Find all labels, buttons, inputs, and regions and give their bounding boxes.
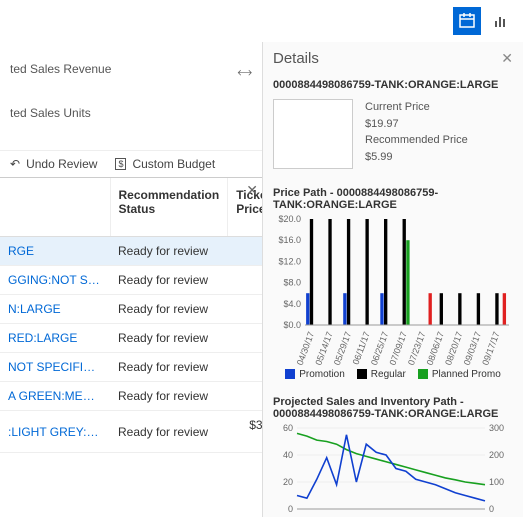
svg-text:06/25/17: 06/25/17	[369, 330, 390, 365]
undo-review-button[interactable]: ↶ Undo Review	[10, 157, 97, 171]
close-details-icon[interactable]: ✕	[501, 50, 513, 67]
svg-text:07/23/17: 07/23/17	[406, 330, 427, 365]
svg-text:09/03/17: 09/03/17	[462, 330, 483, 365]
chart-bars-icon[interactable]	[487, 7, 515, 35]
recommendations-table: Recommendation Status Ticketed Price RGE…	[0, 178, 293, 453]
svg-text:09/17/17: 09/17/17	[480, 330, 501, 365]
svg-text:60: 60	[283, 424, 293, 433]
product-image-placeholder	[273, 99, 353, 169]
custom-budget-button[interactable]: $ Custom Budget	[115, 157, 215, 171]
svg-text:05/29/17: 05/29/17	[332, 330, 353, 365]
rec-price-label: Recommended Price	[365, 132, 468, 149]
svg-text:200: 200	[489, 450, 504, 460]
status-cell: Ready for review	[110, 324, 228, 353]
price-path-legend: PromotionRegularPlanned Promo	[263, 365, 523, 388]
svg-text:100: 100	[489, 477, 504, 487]
table-row[interactable]: A GREEN:MEDIUMReady for review$21	[0, 382, 293, 411]
current-price-value: $19.97	[365, 116, 468, 133]
svg-text:20: 20	[283, 477, 293, 487]
product-cell[interactable]: NOT SPECIFIED:X LA	[0, 353, 110, 382]
budget-icon: $	[115, 158, 126, 170]
current-price-label: Current Price	[365, 99, 468, 116]
svg-text:$20.0: $20.0	[278, 215, 301, 224]
status-cell: Ready for review	[110, 353, 228, 382]
proj-title: Projected Sales and Inventory Path - 000…	[263, 388, 523, 424]
price-path-title: Price Path - 0000884498086759-TANK:ORANG…	[263, 179, 523, 215]
details-title: Details	[273, 50, 319, 67]
proj-chart: 0 20 40 60 0 100 200 300	[263, 424, 523, 517]
price-info: Current Price $19.97 Recommended Price $…	[365, 99, 468, 169]
calendar-icon[interactable]	[453, 7, 481, 35]
product-name: 0000884498086759-TANK:ORANGE:LARGE	[263, 75, 523, 99]
price-path-chart: $0.0 $4.0 $8.0 $12.0 $16.0 $20.0 04/30/1705/14…	[263, 215, 523, 365]
table-row[interactable]: N:LARGEReady for review$27	[0, 295, 293, 324]
product-cell[interactable]: :LIGHT GREY:SMAL	[0, 411, 110, 453]
status-cell: Ready for review	[110, 411, 228, 453]
svg-text:04/30/17: 04/30/17	[295, 330, 316, 365]
svg-text:$12.0: $12.0	[278, 256, 301, 266]
status-cell: Ready for review	[110, 266, 228, 295]
metric-units: ted Sales Units	[10, 96, 252, 140]
table-row[interactable]: RGEReady for review$19	[0, 237, 293, 266]
status-cell: Ready for review	[110, 382, 228, 411]
undo-review-label: Undo Review	[26, 157, 97, 171]
table-row[interactable]: NOT SPECIFIED:X LAReady for review$25	[0, 353, 293, 382]
status-cell: Ready for review	[110, 295, 228, 324]
table-row[interactable]: :LIGHT GREY:SMALReady for review$35 ⌄>	[0, 411, 293, 453]
custom-budget-label: Custom Budget	[132, 157, 215, 171]
svg-text:$16.0: $16.0	[278, 235, 301, 245]
col-product[interactable]	[0, 178, 110, 237]
svg-text:07/09/17: 07/09/17	[387, 330, 408, 365]
svg-text:05/14/17: 05/14/17	[313, 330, 334, 365]
col-status[interactable]: Recommendation Status	[110, 178, 228, 237]
metric-revenue: ted Sales Revenue	[10, 52, 252, 96]
svg-text:300: 300	[489, 424, 504, 433]
product-cell[interactable]: A GREEN:MEDIUM	[0, 382, 110, 411]
svg-text:$8.0: $8.0	[283, 278, 301, 288]
table-row[interactable]: GGING:NOT SPECIFReady for review$43	[0, 266, 293, 295]
close-icon[interactable]: ✕	[246, 182, 258, 199]
svg-text:40: 40	[283, 450, 293, 460]
svg-text:0: 0	[288, 504, 293, 514]
product-cell[interactable]: N:LARGE	[0, 295, 110, 324]
status-cell: Ready for review	[110, 237, 228, 266]
svg-text:$0.0: $0.0	[283, 320, 301, 330]
svg-text:0: 0	[489, 504, 494, 514]
product-cell[interactable]: RGE	[0, 237, 110, 266]
product-cell[interactable]: GGING:NOT SPECIF	[0, 266, 110, 295]
svg-text:08/06/17: 08/06/17	[425, 330, 446, 365]
svg-text:06/11/17: 06/11/17	[351, 330, 372, 365]
product-cell[interactable]: RED:LARGE	[0, 324, 110, 353]
undo-icon: ↶	[10, 157, 20, 171]
table-row[interactable]: RED:LARGEReady for review$20	[0, 324, 293, 353]
svg-text:$4.0: $4.0	[283, 299, 301, 309]
svg-text:08/20/17: 08/20/17	[443, 330, 464, 365]
rec-price-value: $5.99	[365, 149, 468, 166]
